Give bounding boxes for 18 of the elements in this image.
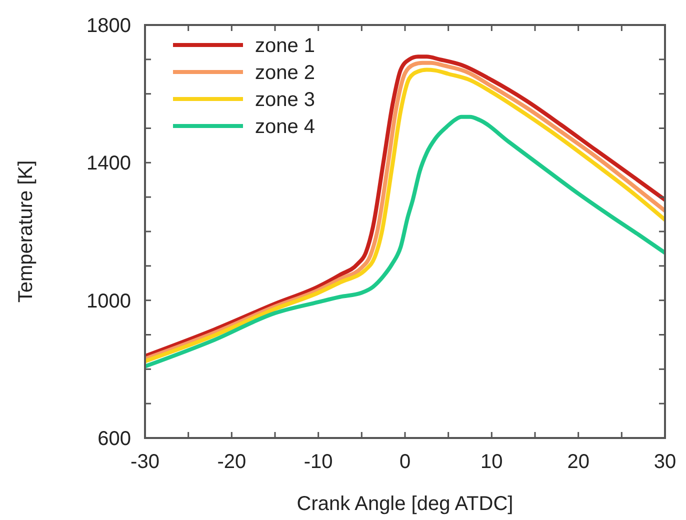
x-tick-label: -20 <box>217 451 246 473</box>
x-tick-label: -30 <box>130 451 160 473</box>
y-tick-label: 1800 <box>86 15 131 37</box>
y-tick-label: 1400 <box>86 152 131 175</box>
y-axis-title: Temperature [K] <box>15 160 37 303</box>
legend-label: zone 3 <box>255 89 316 111</box>
legend-label: zone 4 <box>255 116 316 138</box>
x-tick-label: 20 <box>567 451 590 473</box>
x-tick-label: 0 <box>399 451 411 473</box>
x-tick-label: 10 <box>480 451 503 473</box>
y-tick-label: 1000 <box>86 290 131 312</box>
x-tick-label: 30 <box>654 451 676 473</box>
line-series <box>145 114 665 368</box>
legend-label: zone 2 <box>255 62 316 84</box>
x-axis-title: Crank Angle [deg ATDC] <box>296 493 514 515</box>
legend-label: zone 1 <box>255 35 316 57</box>
x-tick-label: -10 <box>304 451 333 473</box>
y-tick-label: 600 <box>98 428 131 450</box>
